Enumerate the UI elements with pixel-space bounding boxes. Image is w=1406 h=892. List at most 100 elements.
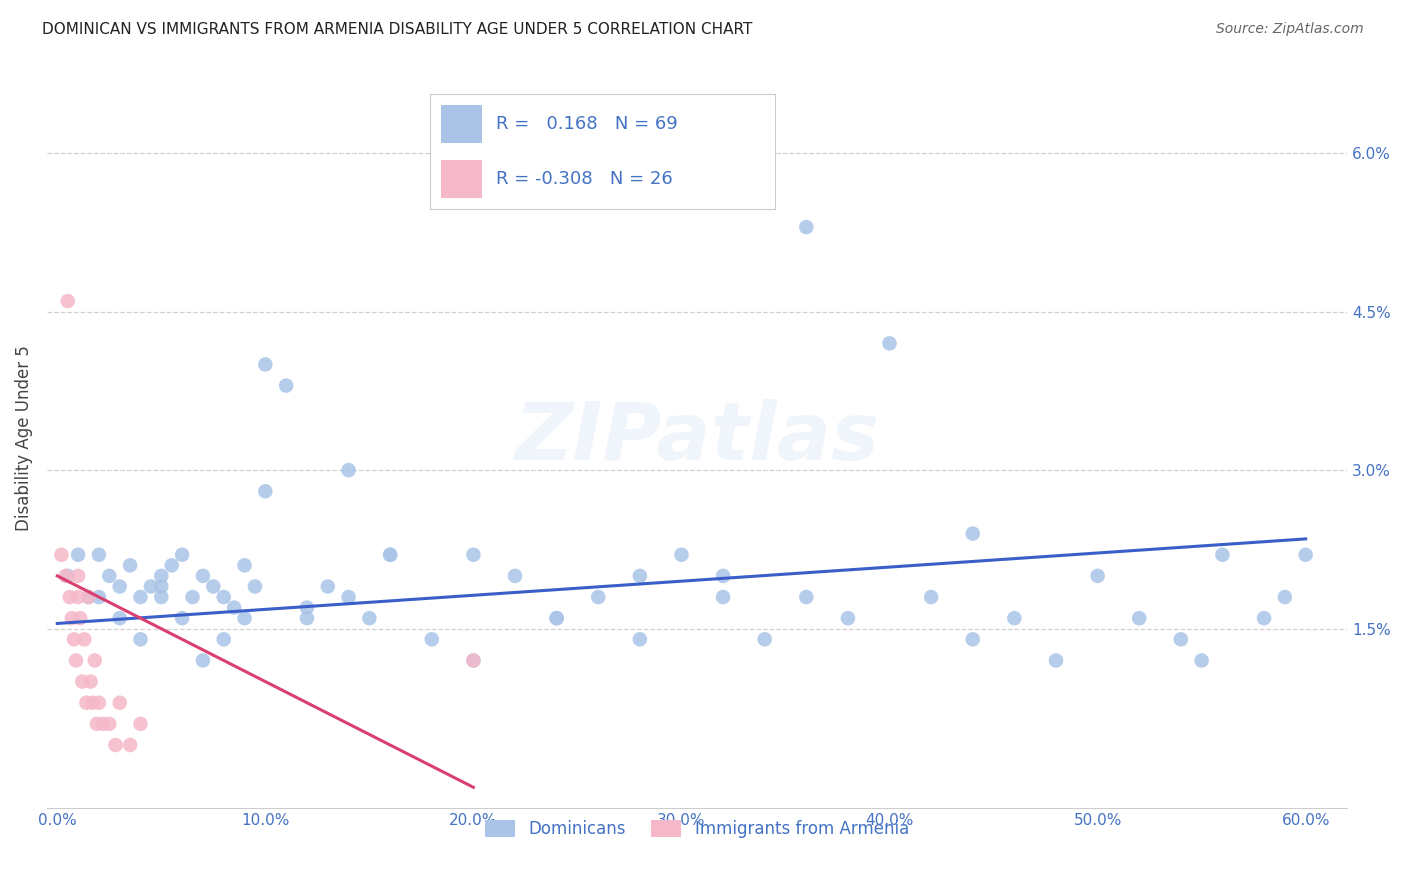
Point (191, 653, 214, 667)
Point (316, 579, 339, 593)
Point (837, 611, 859, 625)
Point (67, 548, 90, 562)
Point (67, 590, 90, 604)
Point (129, 717, 152, 731)
Point (1170, 632, 1192, 647)
Point (337, 463, 360, 477)
Point (337, 590, 360, 604)
Y-axis label: Disability Age Under 5: Disability Age Under 5 (15, 345, 32, 532)
Point (1087, 569, 1109, 583)
Point (87, 696, 110, 710)
Point (1295, 548, 1317, 562)
Point (160, 558, 183, 573)
Point (1191, 653, 1213, 667)
Point (98, 717, 121, 731)
Point (91, 717, 114, 731)
Point (59, 590, 82, 604)
Point (463, 548, 485, 562)
Point (254, 484, 277, 499)
Point (72, 674, 94, 689)
Point (212, 590, 235, 604)
Point (150, 569, 173, 583)
Point (51, 548, 73, 562)
Point (86, 717, 108, 731)
Point (1253, 611, 1275, 625)
Point (243, 579, 266, 593)
Point (962, 526, 984, 541)
Point (56, 294, 79, 309)
Point (120, 558, 142, 573)
Point (77, 590, 100, 604)
Point (129, 632, 152, 647)
Point (920, 590, 942, 604)
Point (60, 611, 83, 625)
Point (65, 653, 87, 667)
Point (191, 569, 214, 583)
Point (87, 548, 110, 562)
Point (73, 632, 96, 647)
Point (172, 611, 194, 625)
Point (1002, 611, 1025, 625)
Point (108, 579, 131, 593)
Point (108, 611, 131, 625)
Point (794, 590, 817, 604)
Point (586, 590, 609, 604)
Point (233, 611, 256, 625)
Point (711, 590, 734, 604)
Point (380, 548, 402, 562)
Point (172, 548, 194, 562)
Point (254, 358, 277, 372)
Point (56, 569, 79, 583)
Point (794, 220, 817, 235)
Point (202, 579, 225, 593)
Point (129, 590, 152, 604)
Point (69, 611, 91, 625)
Point (463, 653, 485, 667)
Point (754, 632, 776, 647)
Point (139, 579, 162, 593)
Point (224, 600, 246, 615)
Point (628, 632, 651, 647)
Point (55, 569, 77, 583)
Point (962, 632, 984, 647)
Point (295, 600, 318, 615)
Point (79, 674, 101, 689)
Point (503, 569, 526, 583)
Point (359, 611, 381, 625)
Point (77, 590, 100, 604)
Point (150, 579, 173, 593)
Point (233, 558, 256, 573)
Point (181, 590, 204, 604)
Point (546, 611, 568, 625)
Point (104, 738, 127, 752)
Legend: Dominicans, Immigrants from Armenia: Dominicans, Immigrants from Armenia (478, 813, 915, 845)
Point (82, 696, 104, 710)
Point (1128, 611, 1150, 625)
Point (108, 696, 131, 710)
Text: DOMINICAN VS IMMIGRANTS FROM ARMENIA DISABILITY AGE UNDER 5 CORRELATION CHART: DOMINICAN VS IMMIGRANTS FROM ARMENIA DIS… (42, 22, 752, 37)
Point (120, 738, 142, 752)
Point (75, 696, 97, 710)
Point (98, 569, 121, 583)
Point (276, 378, 298, 392)
Point (628, 569, 651, 583)
Point (87, 590, 110, 604)
Point (150, 590, 173, 604)
Point (671, 548, 693, 562)
Point (83, 653, 105, 667)
Point (420, 632, 443, 647)
Point (212, 632, 235, 647)
Point (63, 632, 86, 647)
Point (711, 569, 734, 583)
Point (1274, 590, 1296, 604)
Text: ZIPatlas: ZIPatlas (515, 400, 880, 477)
Point (463, 653, 485, 667)
Text: Source: ZipAtlas.com: Source: ZipAtlas.com (1216, 22, 1364, 37)
Point (1045, 653, 1067, 667)
Point (1211, 548, 1233, 562)
Point (67, 569, 90, 583)
Point (546, 611, 568, 625)
Point (380, 548, 402, 562)
Point (295, 611, 318, 625)
Point (879, 336, 901, 351)
